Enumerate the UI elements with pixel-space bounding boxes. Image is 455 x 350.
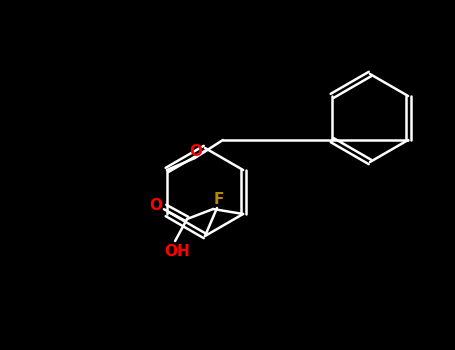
Text: F: F [214, 191, 224, 206]
Text: O: O [189, 144, 202, 159]
Text: O: O [150, 197, 162, 212]
Text: OH: OH [164, 245, 190, 259]
